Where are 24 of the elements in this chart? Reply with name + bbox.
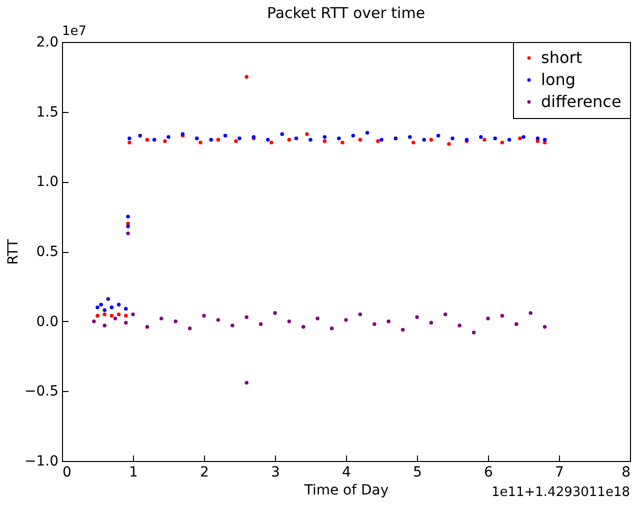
y-tick-label: −1.0 <box>24 454 58 470</box>
chart-title: Packet RTT over time <box>266 4 426 22</box>
y-tick-label: 0.5 <box>36 244 58 260</box>
x-tick-label: 4 <box>342 464 352 480</box>
y-axis-title: RTT <box>6 238 22 265</box>
x-tick-label: 0 <box>62 464 72 480</box>
x-tick-label: 5 <box>413 464 422 480</box>
legend-label: long <box>541 70 576 89</box>
legend-label: short <box>541 48 582 67</box>
legend-label: difference <box>541 92 622 111</box>
x-tick-label: 8 <box>622 464 630 480</box>
y-tick-label: 0.0 <box>36 314 58 330</box>
y-tick-label: 1.5 <box>36 104 58 120</box>
x-tick-label: 1 <box>129 464 138 480</box>
x-tick-label: 2 <box>200 464 209 480</box>
x-tick-label: 3 <box>271 464 280 480</box>
text: 1e11+1.4293011e18 <box>491 485 630 500</box>
x-tick-label: 7 <box>555 464 564 480</box>
y-tick-label: −0.5 <box>24 384 58 400</box>
x-axis-title: Time of Day <box>303 482 389 498</box>
y-tick-label: 1.0 <box>36 174 58 190</box>
text: 1e7 <box>62 24 87 39</box>
y-tick-label: 2.0 <box>36 34 58 50</box>
x-tick-label: 6 <box>484 464 494 480</box>
